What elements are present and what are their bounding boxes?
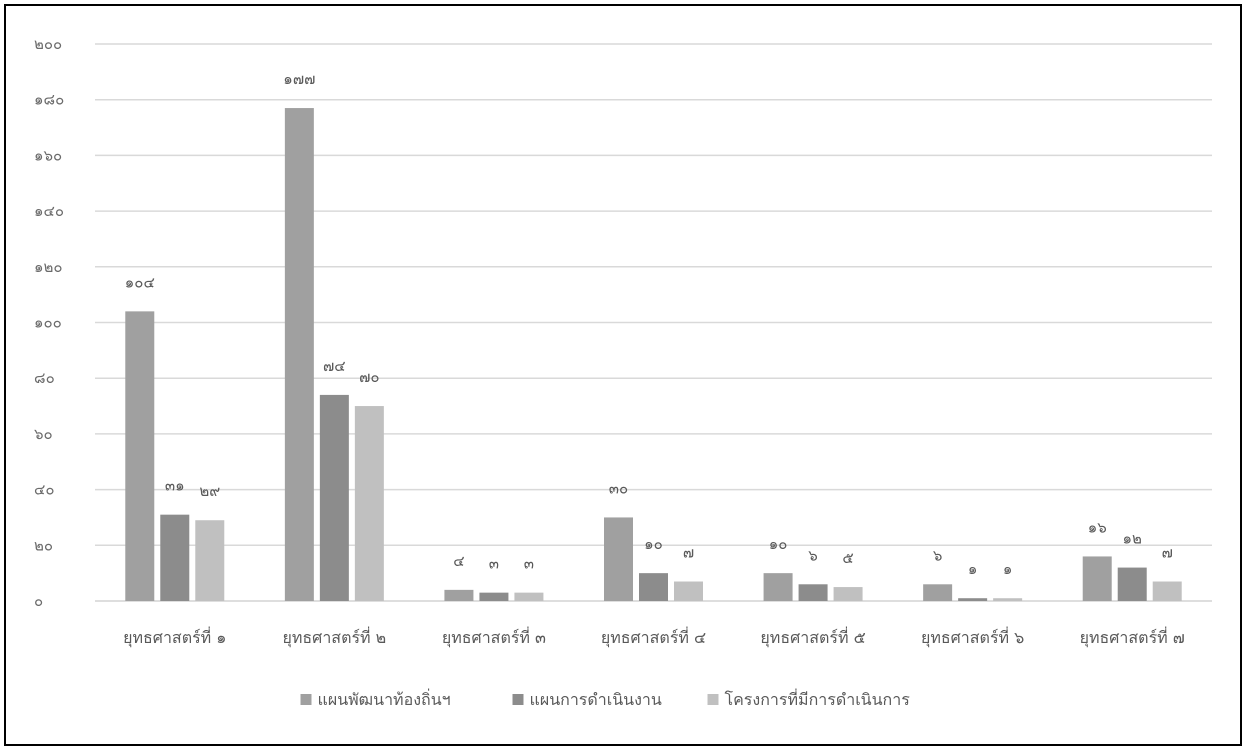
bar (195, 520, 225, 601)
data-label: ๑๐ (769, 535, 788, 553)
x-tick-label: ยุทธศาสตร์ที่ ๗ (1080, 626, 1185, 648)
legend-swatch (300, 694, 312, 705)
bar (284, 108, 314, 602)
data-label: ๗ (1162, 544, 1173, 562)
data-label: ๔ (453, 552, 464, 570)
data-label: ๖ (808, 546, 818, 564)
y-tick-label: ๑๖๐ (34, 146, 62, 164)
y-axis-ticks: ๐ ๒๐ ๔๐ ๖๐ ๘๐ ๑๐๐ ๑๒๐ ๑๔๐ ๑๖๐ ๑๘๐ ๒๐๐ (34, 35, 64, 610)
data-label: ๑๖ (1088, 518, 1107, 536)
y-tick-label: ๘๐ (34, 369, 55, 387)
data-label: ๓ (524, 555, 534, 573)
bar (763, 573, 793, 601)
y-tick-label: ๔๐ (34, 481, 55, 499)
data-label: ๓๑ (165, 477, 185, 495)
x-tick-label: ยุทธศาสตร์ที่ ๔ (601, 626, 706, 648)
legend-swatch (512, 694, 524, 705)
data-label: ๑ (968, 560, 978, 578)
data-label: ๕ (842, 549, 853, 567)
bar (160, 514, 190, 601)
bar (125, 311, 155, 601)
bar (674, 581, 703, 601)
y-tick-label: ๑๘๐ (34, 91, 64, 109)
x-tick-label: ยุทธศาสตร์ที่ ๒ (282, 626, 386, 648)
data-label: ๑๐๔ (125, 273, 155, 291)
data-label: ๑๐ (644, 535, 663, 553)
bar (1152, 581, 1182, 601)
bar (993, 598, 1023, 601)
gridlines (95, 43, 1212, 602)
bar (514, 592, 544, 601)
data-label: ๗๔ (323, 357, 346, 375)
bar (1117, 567, 1147, 601)
bar (958, 598, 988, 601)
legend-label: แผนการดำเนินงาน (530, 690, 662, 709)
bar (354, 406, 384, 601)
bar (444, 589, 474, 601)
legend-swatch (707, 694, 719, 705)
bar (923, 584, 953, 601)
y-tick-label: ๒๐๐ (34, 35, 62, 53)
bar (639, 573, 668, 601)
bar (833, 587, 863, 601)
y-tick-label: ๑๔๐ (34, 202, 64, 220)
bar (319, 394, 349, 601)
data-label: ๓๐ (609, 479, 628, 497)
data-label: ๑๗๗ (283, 70, 315, 88)
y-tick-label: ๒๐ (34, 536, 53, 554)
data-label: ๒๙ (199, 482, 220, 500)
bars (125, 108, 1182, 602)
data-label: ๓ (489, 555, 499, 573)
data-labels: ๑๐๔๓๑ ๒๙ ๑๗๗๗๔๗๐๔ ๓ ๓ ๓๐๑๐๗ ๑๐๖ ๕ ๖๑ ๑ ๑๖๑๒๗ (125, 70, 1173, 578)
chart-frame (4, 4, 1242, 746)
data-label: ๑ (1003, 560, 1013, 578)
bar (604, 517, 633, 601)
x-axis-labels: ยุทธศาสตร์ที่ ๑ ยุทธศาสตร์ที่ ๒ ยุทธศาสตร์… (123, 626, 1185, 648)
data-label: ๑๒ (1123, 530, 1142, 548)
data-label: ๗๐ (359, 368, 379, 386)
x-tick-label: ยุทธศาสตร์ที่ ๓ (442, 626, 546, 648)
y-tick-label: ๑๒๐ (34, 258, 63, 276)
bar (1082, 556, 1112, 601)
bar (798, 584, 828, 601)
y-tick-label: ๑๐๐ (34, 314, 62, 332)
y-tick-label: ๖๐ (34, 425, 53, 443)
bar (479, 592, 509, 601)
x-tick-label: ยุทธศาสตร์ที่ ๕ (760, 626, 865, 648)
legend: แผนพัฒนาท้องถิ่นฯ แผนการดำเนินงาน โครงการท… (300, 688, 911, 709)
x-tick-label: ยุทธศาสตร์ที่ ๑ (123, 626, 226, 648)
legend-label: โครงการที่มีการดำเนินการ (725, 688, 911, 709)
data-label: ๖ (933, 546, 943, 564)
legend-label: แผนพัฒนาท้องถิ่นฯ (318, 688, 451, 709)
data-label: ๗ (683, 544, 694, 562)
x-tick-label: ยุทธศาสตร์ที่ ๖ (921, 626, 1024, 648)
y-tick-label: ๐ (34, 592, 43, 610)
